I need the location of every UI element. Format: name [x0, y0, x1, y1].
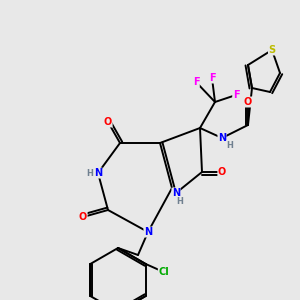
Text: N: N — [218, 133, 226, 143]
Text: O: O — [104, 117, 112, 127]
Text: F: F — [193, 77, 199, 87]
Text: H: H — [177, 196, 183, 206]
Text: F: F — [209, 73, 215, 83]
Text: O: O — [218, 167, 226, 177]
Text: F: F — [233, 90, 239, 100]
Text: O: O — [79, 212, 87, 222]
Text: H: H — [87, 169, 93, 178]
Text: N: N — [144, 227, 152, 237]
Text: Cl: Cl — [158, 267, 169, 277]
Text: O: O — [244, 97, 252, 107]
Text: S: S — [268, 45, 276, 55]
Text: N: N — [172, 188, 180, 198]
Text: H: H — [226, 140, 233, 149]
Text: N: N — [94, 168, 102, 178]
